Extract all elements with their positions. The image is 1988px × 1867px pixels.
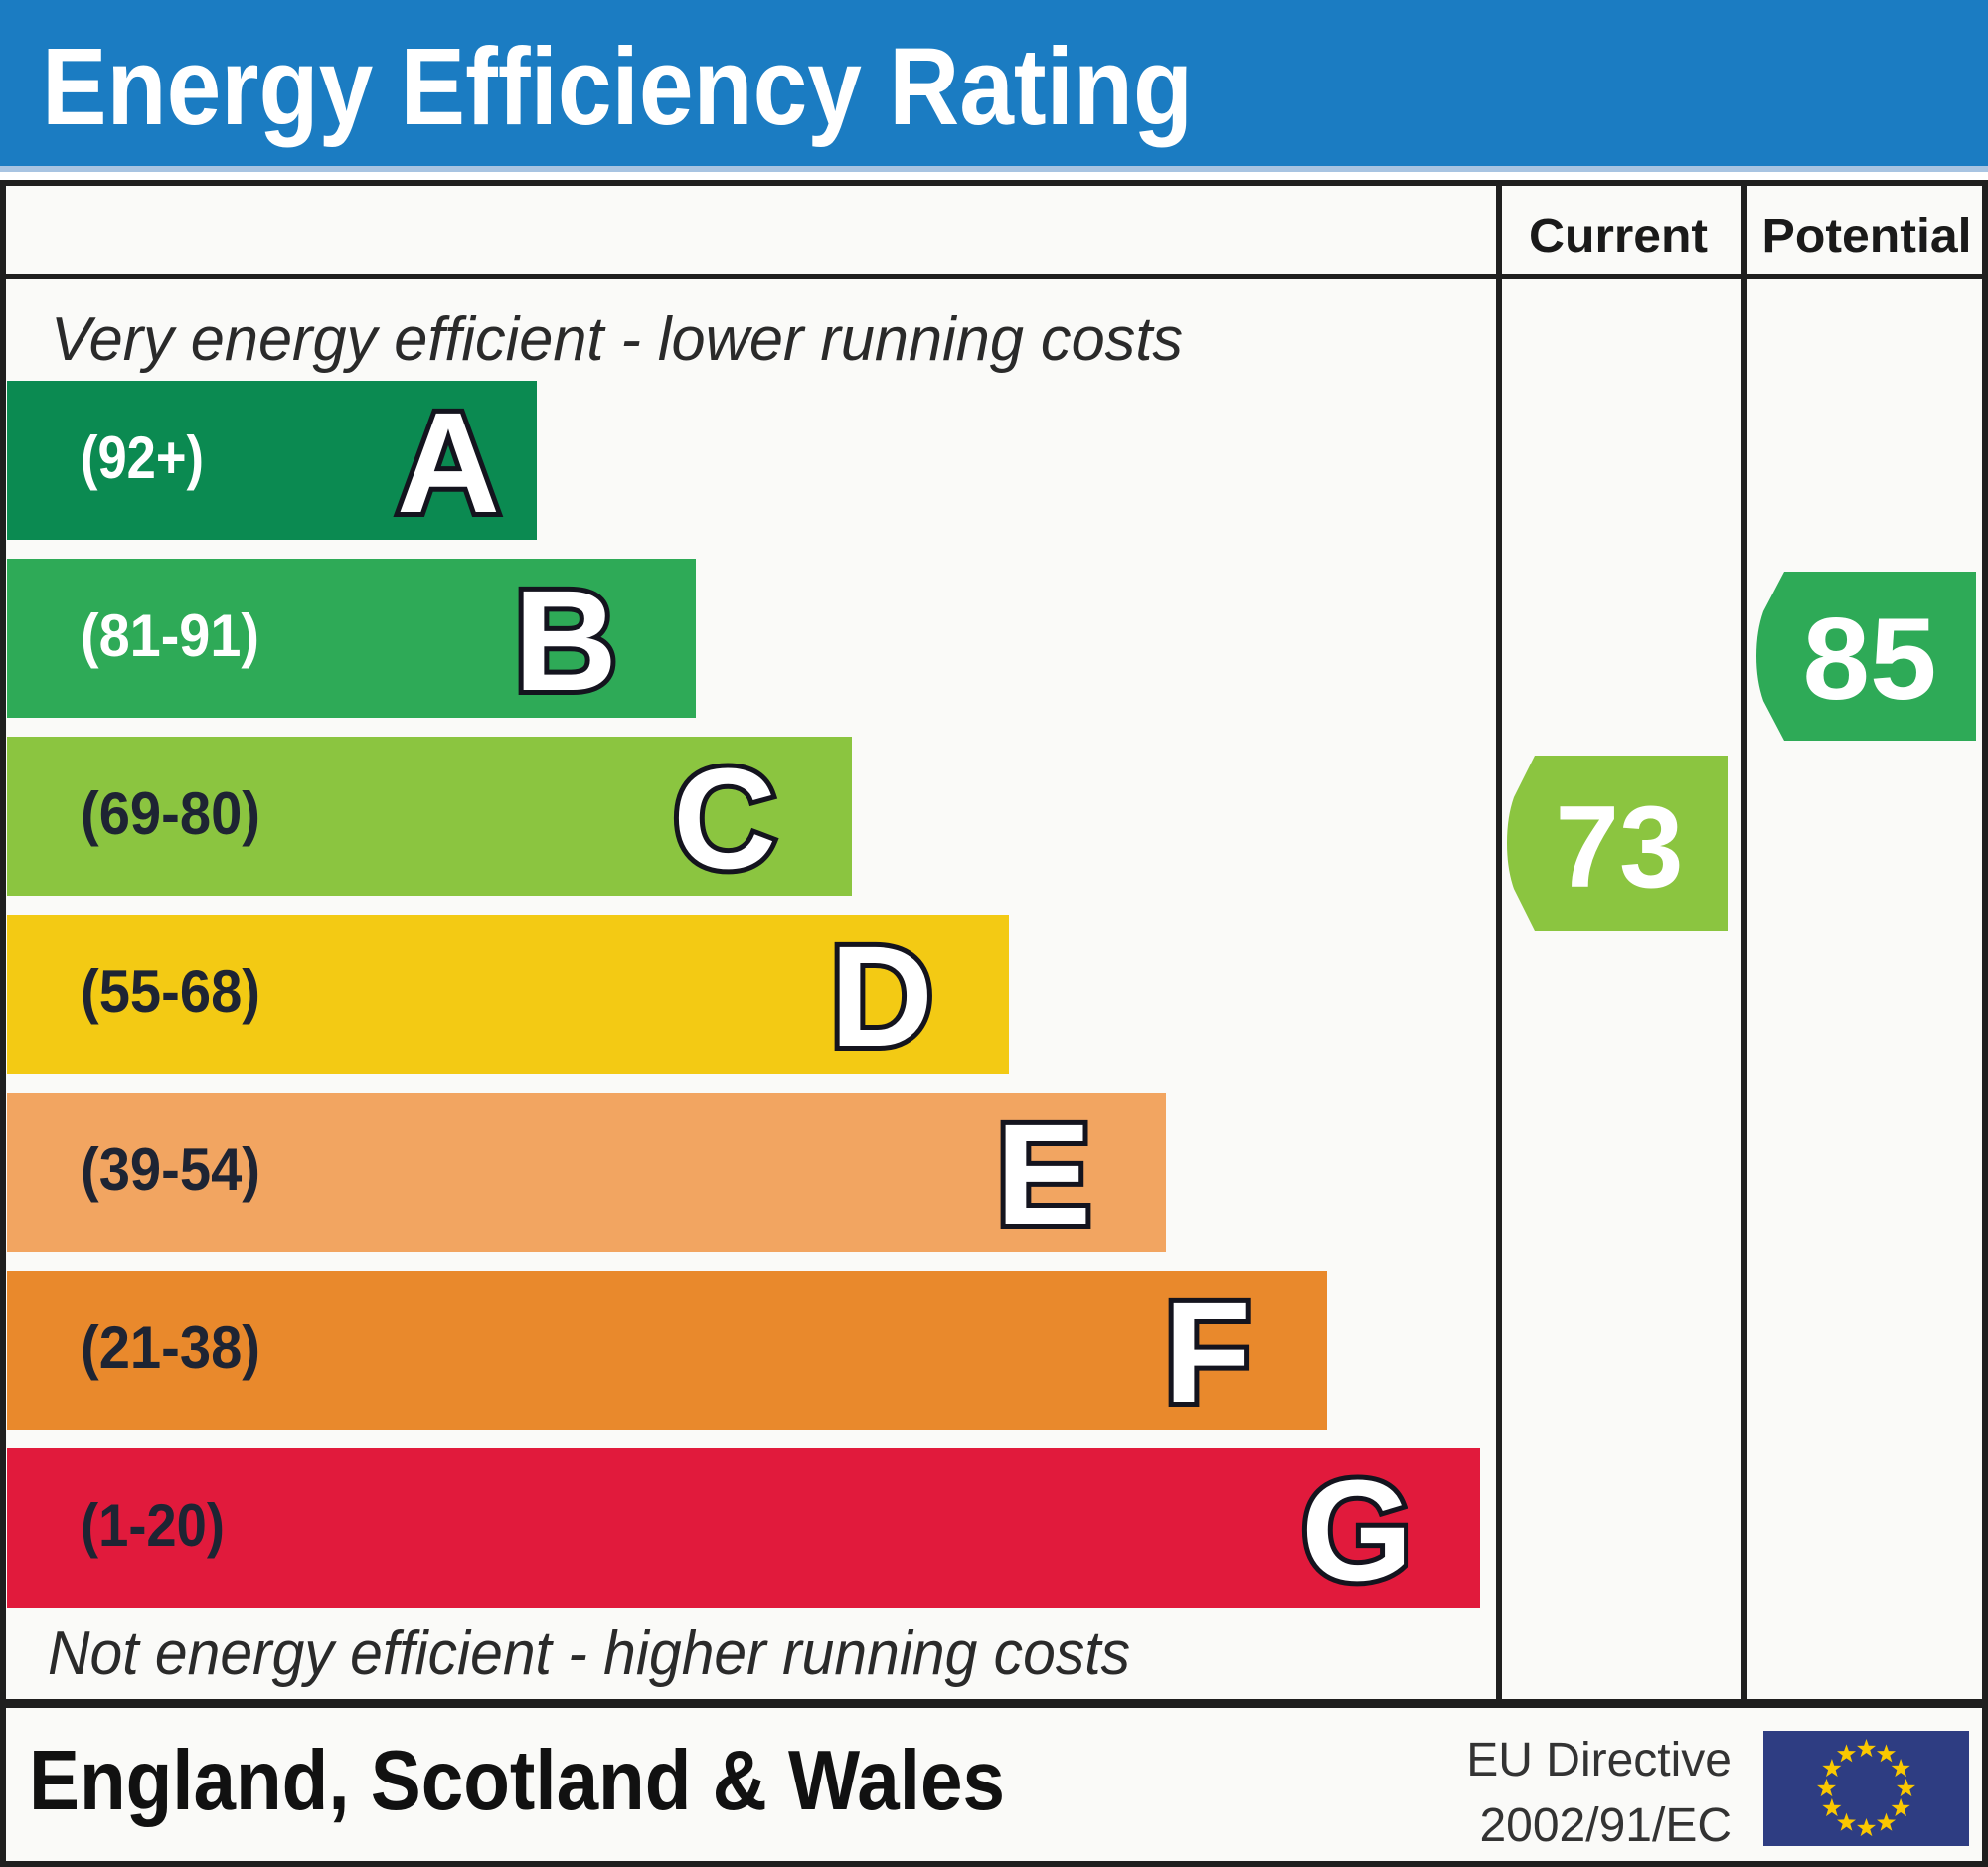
svg-text:E: E: [996, 1095, 1091, 1255]
svg-text:Potential: Potential: [1762, 210, 1972, 262]
svg-text:2002/91/EC: 2002/91/EC: [1479, 1799, 1732, 1852]
svg-text:F: F: [1164, 1273, 1251, 1433]
svg-text:Very energy efficient - lower: Very energy efficient - lower running co…: [51, 305, 1183, 374]
svg-text:Energy Efficiency Rating: Energy Efficiency Rating: [42, 26, 1193, 148]
svg-text:G: G: [1301, 1450, 1412, 1611]
svg-text:85: 85: [1803, 594, 1937, 724]
svg-text:C: C: [673, 739, 776, 899]
svg-text:England, Scotland & Wales: England, Scotland & Wales: [29, 1734, 1005, 1828]
svg-text:(92+): (92+): [81, 424, 204, 491]
svg-text:D: D: [830, 917, 933, 1077]
svg-text:(69-80): (69-80): [81, 780, 260, 847]
svg-text:73: 73: [1556, 781, 1684, 912]
svg-text:Current: Current: [1529, 210, 1708, 262]
svg-text:(21-38): (21-38): [81, 1314, 260, 1381]
svg-text:(39-54): (39-54): [81, 1136, 260, 1203]
svg-text:EU Directive: EU Directive: [1466, 1734, 1732, 1786]
svg-text:(81-91): (81-91): [81, 602, 259, 669]
svg-text:A: A: [397, 383, 500, 543]
svg-text:(1-20): (1-20): [81, 1492, 225, 1559]
svg-text:B: B: [514, 561, 617, 721]
svg-text:Not energy efficient - higher: Not energy efficient - higher running co…: [48, 1619, 1130, 1688]
svg-text:(55-68): (55-68): [81, 958, 260, 1025]
